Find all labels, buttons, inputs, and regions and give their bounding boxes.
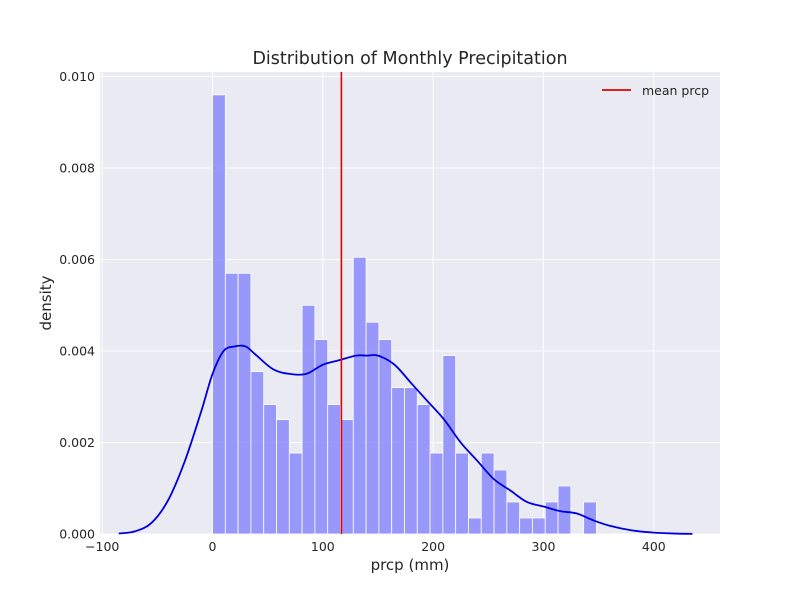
y-tick-label-4: 0.008: [59, 161, 95, 176]
histogram-bar-21: [480, 452, 495, 535]
histogram-bar-15: [404, 387, 418, 535]
y-axis-title: density: [37, 275, 55, 330]
histogram-bar-16: [416, 404, 431, 535]
histogram-bar-25: [532, 517, 546, 535]
histogram-bar-10: [340, 419, 354, 535]
histogram-bar-6: [288, 452, 303, 535]
histogram-bar-9: [327, 404, 341, 535]
histogram-bar-2: [237, 272, 252, 535]
legend-label-mean: mean prcp: [642, 83, 709, 98]
histogram-bar-1: [224, 272, 239, 535]
x-tick-label-1: 0: [209, 539, 217, 554]
y-tick-label-2: 0.004: [59, 344, 95, 359]
histogram-bar-29: [583, 501, 597, 535]
legend: mean prcp: [602, 83, 709, 98]
histogram-bar-12: [365, 321, 380, 535]
histogram-bar-23: [506, 501, 521, 535]
x-tick-label-0: −100: [85, 539, 119, 554]
histogram-bar-19: [455, 452, 469, 535]
x-tick-label-4: 300: [532, 539, 556, 554]
kde-line: [118, 344, 693, 535]
y-tick-labels: 0.000 0.002 0.004 0.006 0.008 0.010: [59, 69, 95, 541]
histogram-bar-17: [429, 452, 444, 535]
y-tick-label-0: 0.000: [59, 527, 95, 542]
histogram-bar-14: [391, 387, 405, 535]
y-tick-label-1: 0.002: [59, 435, 95, 450]
histogram-bar-20: [468, 517, 482, 535]
x-tick-label-3: 200: [421, 539, 445, 554]
x-axis-title: prcp (mm): [371, 556, 450, 574]
histogram-bar-4: [263, 404, 277, 535]
histogram-bar-13: [378, 339, 393, 535]
x-tick-label-5: 400: [642, 539, 666, 554]
histogram-bar-22: [493, 469, 508, 535]
histogram-bar-11: [352, 256, 367, 535]
histogram-bar-27: [557, 485, 572, 535]
histogram-bar-5: [276, 419, 290, 535]
histogram-bar-18: [442, 355, 457, 535]
histogram-bar-24: [519, 517, 533, 535]
x-tick-label-2: 100: [311, 539, 335, 554]
histogram-bars: [212, 94, 597, 535]
y-tick-label-3: 0.006: [59, 252, 95, 267]
histogram-bar-3: [250, 371, 265, 535]
y-tick-label-5: 0.010: [59, 69, 95, 84]
x-tick-labels: −100 0 100 200 300 400: [85, 539, 666, 554]
chart-title: Distribution of Monthly Precipitation: [252, 49, 567, 69]
histogram-bar-0: [212, 94, 226, 535]
histogram-bar-7: [301, 304, 316, 535]
